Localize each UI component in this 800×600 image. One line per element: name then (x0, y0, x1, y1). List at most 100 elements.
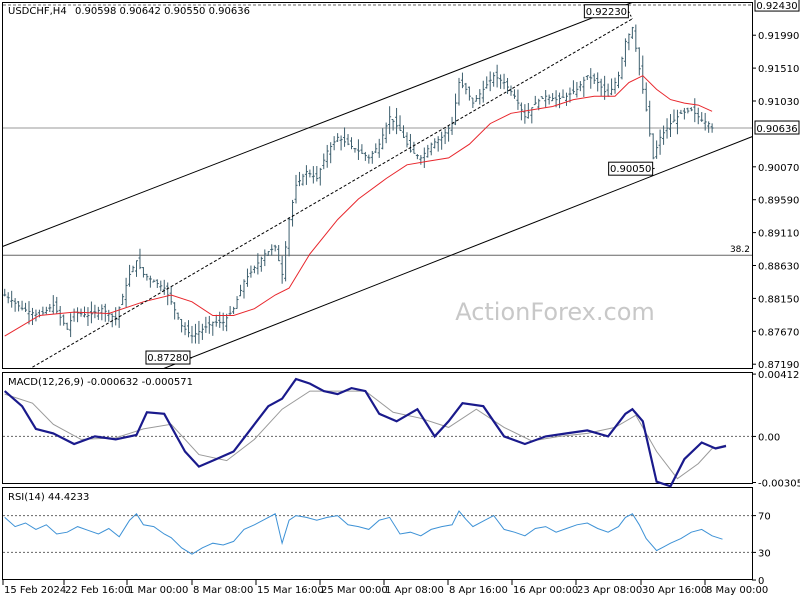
price-bar (121, 293, 125, 306)
time-tick-label: 8 Mar 08:00 (193, 585, 253, 596)
price-tick-label: 0.89110 (758, 229, 799, 240)
price-annotation: 0.90050 (608, 161, 657, 176)
time-tick-label: 23 Apr 08:00 (577, 585, 642, 596)
price-bar (623, 38, 627, 67)
price-bar (616, 71, 620, 89)
time-tick-label: 30 Apr 16:00 (642, 585, 707, 596)
price-bar (304, 165, 308, 185)
price-bar (467, 86, 471, 101)
price-bar (703, 112, 707, 131)
rsi-tick-label: 70 (758, 512, 771, 523)
price-bar (686, 107, 690, 114)
price-bar (568, 87, 572, 103)
watermark: ActionForex.com (455, 298, 655, 326)
price-bar (454, 93, 458, 126)
price-bar (148, 275, 152, 288)
price-bar (460, 72, 464, 89)
price-bar (644, 82, 648, 112)
price-bar (287, 217, 291, 257)
price-bar (187, 320, 191, 338)
price-bar (367, 154, 371, 164)
annotation-leader (627, 11, 633, 19)
price-tick-label: 0.91030 (758, 97, 799, 108)
price-bar (356, 139, 360, 160)
price-bar (395, 107, 399, 135)
price-bar (173, 302, 177, 320)
macd-main-line (3, 377, 727, 488)
price-tick-label: 0.87670 (758, 327, 799, 338)
price-bar (669, 114, 673, 138)
price-bar (69, 313, 73, 338)
price-bar (214, 314, 218, 327)
price-bar (82, 306, 86, 318)
price-bar (419, 155, 423, 165)
price-bar (131, 265, 135, 273)
price-bar (228, 306, 232, 316)
price-bar (239, 284, 243, 297)
rsi-tick-label: 30 (758, 548, 771, 559)
price-bar (360, 144, 364, 154)
price-bar (270, 244, 274, 256)
price-bar (245, 268, 249, 287)
price-bar (190, 325, 194, 344)
price-bar (516, 89, 520, 110)
price-bar (128, 264, 132, 287)
price-bar (592, 73, 596, 85)
price-bar (512, 89, 516, 99)
price-bar (675, 109, 679, 135)
price-bar (235, 296, 239, 309)
price-bar (384, 122, 388, 144)
price-bar (585, 75, 589, 80)
price-tick-label: 0.88150 (758, 294, 799, 305)
price-bar (343, 127, 347, 147)
price-bar (578, 81, 582, 92)
price-bar (405, 132, 409, 148)
time-tick-label: 1 Apr 08:00 (385, 585, 444, 596)
price-annotation: 0.92230 (583, 4, 633, 19)
price-bar (3, 288, 7, 297)
price-bar (207, 315, 211, 334)
price-bar (599, 78, 603, 96)
price-bar (655, 140, 659, 159)
price-bar (273, 244, 277, 252)
price-bar (651, 133, 655, 160)
price-bar (141, 267, 145, 278)
price-bar (294, 174, 298, 204)
price-tick-label: 0.91990 (758, 31, 799, 42)
time-tick-label: 25 Mar 00:00 (321, 585, 388, 596)
price-bar (232, 306, 236, 314)
price-bar (252, 265, 256, 274)
price-bar (197, 320, 201, 344)
price-bar (391, 119, 395, 131)
price-bar (339, 135, 343, 151)
macd-panel-frame (2, 372, 753, 484)
price-bar (162, 279, 166, 295)
price-bar (564, 92, 568, 106)
price-bar (183, 322, 187, 336)
top-price-label: 0.92430 (754, 0, 800, 12)
price-bar (103, 303, 107, 322)
price-bar (474, 94, 478, 102)
price-bar (315, 166, 319, 182)
price-bar (388, 106, 392, 135)
price-tick-label: 0.90070 (758, 163, 799, 174)
price-bar (204, 316, 208, 333)
price-bar (433, 138, 437, 149)
price-bar (620, 56, 624, 80)
price-bar (176, 312, 180, 320)
time-tick-label: 15 Feb 2024 (4, 585, 66, 596)
price-bar (374, 143, 378, 154)
price-bar (447, 125, 451, 142)
price-bar (93, 304, 97, 319)
annotation-label: 0.90050 (610, 164, 651, 175)
macd-tick-label: 0.00 (758, 432, 780, 443)
price-bar (349, 137, 353, 150)
price-tick-label: 0.87190 (758, 360, 799, 371)
top-price-label-box (754, 0, 800, 12)
macd-tick-label: 0.004127 (758, 370, 800, 381)
price-bar (291, 199, 295, 227)
current-price-label-text: 0.90636 (756, 124, 797, 135)
price-bar (363, 151, 367, 161)
annotation-leader (189, 357, 193, 359)
